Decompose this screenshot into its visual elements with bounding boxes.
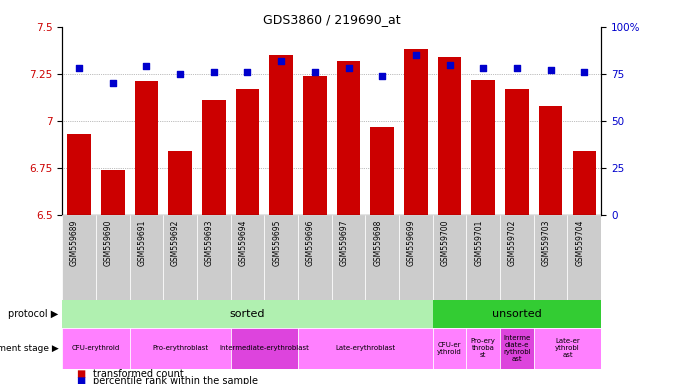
Text: Intermediate-erythroblast: Intermediate-erythroblast xyxy=(219,346,310,351)
Point xyxy=(208,69,219,75)
Bar xyxy=(129,215,163,300)
Bar xyxy=(62,300,433,328)
Text: GSM559699: GSM559699 xyxy=(407,219,416,266)
Point xyxy=(377,73,388,79)
Bar xyxy=(500,328,533,369)
Text: GSM559698: GSM559698 xyxy=(373,219,382,266)
Text: GSM559690: GSM559690 xyxy=(104,219,113,266)
Bar xyxy=(433,215,466,300)
Text: percentile rank within the sample: percentile rank within the sample xyxy=(93,376,258,384)
Bar xyxy=(231,328,298,369)
Point xyxy=(276,58,287,64)
Bar xyxy=(62,328,129,369)
Text: transformed count: transformed count xyxy=(93,369,184,379)
Text: GSM559691: GSM559691 xyxy=(138,219,146,266)
Point xyxy=(410,52,422,58)
Bar xyxy=(298,215,332,300)
Text: unsorted: unsorted xyxy=(492,309,542,319)
Bar xyxy=(332,215,366,300)
Point xyxy=(477,65,489,71)
Bar xyxy=(298,328,433,369)
Point xyxy=(175,71,186,77)
Bar xyxy=(197,215,231,300)
Point xyxy=(343,65,354,71)
Text: Late-er
ythrobl
ast: Late-er ythrobl ast xyxy=(555,338,580,359)
Bar xyxy=(370,127,394,215)
Bar xyxy=(264,215,298,300)
Text: ■: ■ xyxy=(76,369,85,379)
Bar xyxy=(101,170,124,215)
Bar xyxy=(129,328,231,369)
Bar xyxy=(573,151,596,215)
Text: protocol ▶: protocol ▶ xyxy=(8,309,59,319)
Text: GSM559703: GSM559703 xyxy=(542,219,551,266)
Bar xyxy=(236,89,259,215)
Text: GSM559692: GSM559692 xyxy=(171,219,180,266)
Bar xyxy=(567,215,601,300)
Bar xyxy=(539,106,562,215)
Bar xyxy=(269,55,293,215)
Bar xyxy=(96,215,129,300)
Text: GSM559696: GSM559696 xyxy=(306,219,315,266)
Point xyxy=(73,65,84,71)
Bar xyxy=(471,79,495,215)
Point xyxy=(444,61,455,68)
Text: GSM559694: GSM559694 xyxy=(238,219,247,266)
Bar xyxy=(505,89,529,215)
Bar xyxy=(404,50,428,215)
Bar xyxy=(399,215,433,300)
Bar xyxy=(533,328,601,369)
Point xyxy=(310,69,321,75)
Bar xyxy=(433,300,601,328)
Point xyxy=(579,69,590,75)
Bar xyxy=(500,215,533,300)
Text: GSM559704: GSM559704 xyxy=(576,219,585,266)
Bar xyxy=(231,215,264,300)
Text: Pro-ery
throba
st: Pro-ery throba st xyxy=(471,338,495,359)
Bar xyxy=(67,134,91,215)
Bar xyxy=(438,57,462,215)
Text: ■: ■ xyxy=(76,376,85,384)
Text: development stage ▶: development stage ▶ xyxy=(0,344,59,353)
Title: GDS3860 / 219690_at: GDS3860 / 219690_at xyxy=(263,13,401,26)
Bar xyxy=(466,215,500,300)
Text: sorted: sorted xyxy=(229,309,265,319)
Bar xyxy=(169,151,192,215)
Point xyxy=(107,80,118,86)
Text: GSM559701: GSM559701 xyxy=(474,219,483,266)
Text: GSM559695: GSM559695 xyxy=(272,219,281,266)
Text: GSM559689: GSM559689 xyxy=(70,219,79,266)
Text: GSM559700: GSM559700 xyxy=(441,219,450,266)
Text: Interme
diate-e
rythrobl
ast: Interme diate-e rythrobl ast xyxy=(503,335,531,362)
Text: Late-erythroblast: Late-erythroblast xyxy=(335,346,395,351)
Bar xyxy=(62,215,96,300)
Bar xyxy=(135,81,158,215)
Bar xyxy=(533,215,567,300)
Text: CFU-er
ythroid: CFU-er ythroid xyxy=(437,342,462,355)
Bar xyxy=(163,215,197,300)
Point xyxy=(242,69,253,75)
Text: Pro-erythroblast: Pro-erythroblast xyxy=(152,346,208,351)
Bar xyxy=(202,100,225,215)
Point xyxy=(511,65,522,71)
Text: GSM559697: GSM559697 xyxy=(339,219,348,266)
Bar xyxy=(303,76,327,215)
Text: GSM559702: GSM559702 xyxy=(508,219,517,266)
Point xyxy=(141,63,152,70)
Text: GSM559693: GSM559693 xyxy=(205,219,214,266)
Text: CFU-erythroid: CFU-erythroid xyxy=(72,346,120,351)
Bar xyxy=(466,328,500,369)
Bar xyxy=(433,328,466,369)
Bar xyxy=(337,61,360,215)
Bar xyxy=(366,215,399,300)
Point xyxy=(545,67,556,73)
